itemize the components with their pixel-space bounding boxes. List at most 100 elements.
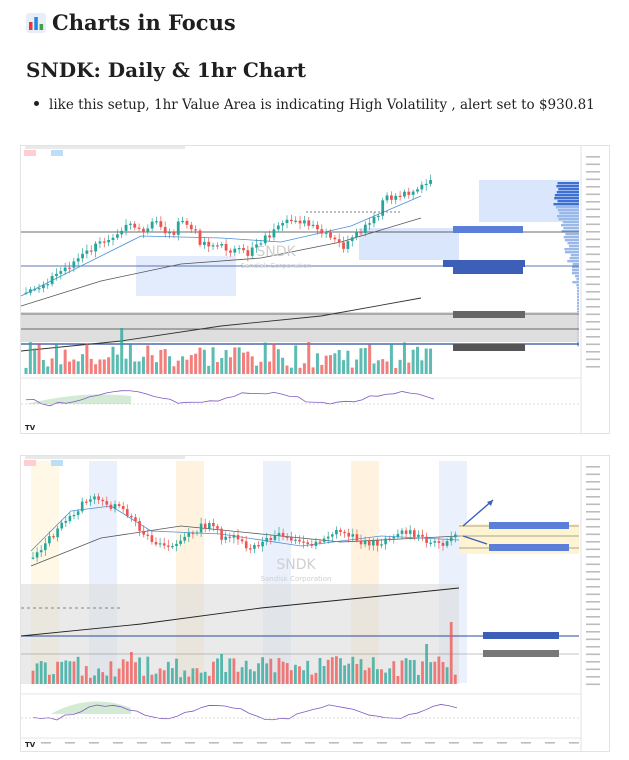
- axis-tick-label: [586, 276, 600, 278]
- time-axis-label: [353, 742, 363, 744]
- candle-body: [232, 535, 236, 538]
- volume-bar: [94, 364, 98, 374]
- volume-bar: [233, 347, 237, 374]
- volume-bar: [232, 658, 236, 684]
- volume-bar: [60, 661, 64, 684]
- volume-bar: [72, 359, 76, 374]
- volume-bar: [367, 667, 371, 684]
- volume-bar: [276, 349, 280, 374]
- candle-body: [342, 242, 345, 249]
- volume-bar: [398, 359, 402, 374]
- watermark-ticker: SNDK: [256, 244, 296, 260]
- volume-bar: [64, 660, 68, 684]
- daily-chart-screenshot[interactable]: SNDK Sandisk Corporation TV: [20, 145, 610, 434]
- volume-bar: [89, 677, 92, 684]
- volume-bar: [195, 668, 199, 684]
- volume-bar: [281, 357, 285, 374]
- volume-bar: [220, 654, 223, 684]
- candle-body: [208, 522, 211, 529]
- volume-bar: [359, 348, 363, 374]
- volume-bar: [324, 355, 328, 374]
- volume-bar: [421, 661, 424, 684]
- price-candles: [31, 493, 457, 562]
- candle-body: [56, 528, 59, 538]
- volume-bar: [89, 358, 93, 374]
- volume-bar: [59, 364, 63, 374]
- profile-bar: [561, 224, 579, 227]
- profile-bar: [562, 221, 579, 224]
- candle-body: [59, 271, 63, 274]
- candle-body: [89, 499, 92, 502]
- candle-body: [64, 520, 68, 523]
- profile-bar: [577, 296, 579, 299]
- profile-bar: [577, 344, 579, 347]
- candle-body: [199, 523, 203, 533]
- candle-body: [93, 496, 96, 500]
- profile-bar: [569, 257, 579, 260]
- candle-body: [289, 219, 293, 222]
- value-area-mid: [359, 228, 459, 260]
- volume-bar: [28, 342, 32, 374]
- candle-body: [368, 223, 372, 225]
- candle-body: [253, 544, 256, 549]
- volume-bar: [330, 657, 334, 684]
- candle-body: [76, 511, 80, 516]
- axis-tick-label: [586, 616, 600, 618]
- candle-body: [318, 541, 322, 543]
- axis-tick-label: [586, 343, 600, 346]
- volume-bar: [381, 359, 385, 374]
- candle-body: [255, 244, 258, 248]
- profile-bar: [577, 305, 579, 308]
- candle-body: [329, 232, 332, 238]
- volume-bar: [371, 657, 375, 684]
- volume-bar: [141, 356, 145, 374]
- candle-body: [146, 534, 150, 536]
- volume-bar: [307, 342, 311, 374]
- volume-bar: [159, 349, 163, 374]
- volume-bar: [368, 344, 372, 374]
- section-heading-text: Charts in Focus: [52, 10, 236, 35]
- time-axis-label: [425, 742, 435, 744]
- profile-bar: [567, 242, 579, 245]
- candle-body: [60, 522, 63, 529]
- profile-bar: [564, 239, 579, 242]
- volume-bar: [335, 656, 338, 684]
- candle-body: [408, 530, 412, 534]
- candle-body: [249, 548, 252, 550]
- ma-50: [20, 217, 422, 307]
- profile-bar: [557, 215, 579, 218]
- axis-tick-label: [586, 563, 600, 566]
- profile-bar: [554, 197, 579, 200]
- volume-bar: [120, 328, 124, 374]
- axis-tick-label: [586, 366, 600, 368]
- profile-bar: [565, 233, 579, 236]
- candle-body: [257, 544, 260, 547]
- candle-body: [126, 509, 129, 516]
- volume-bar: [113, 676, 117, 684]
- candle-body: [394, 195, 398, 200]
- candle-body: [130, 515, 133, 518]
- candle-body: [121, 506, 125, 510]
- level-tag: [453, 226, 523, 233]
- candle-body: [359, 540, 363, 545]
- volume-bar: [347, 663, 351, 684]
- hourly-chart-screenshot[interactable]: SNDK Sandisk Corporation TV: [20, 455, 610, 752]
- volume-bar: [261, 657, 264, 684]
- volume-bar: [298, 666, 301, 684]
- candle-body: [207, 241, 211, 247]
- candle-body: [281, 532, 285, 537]
- volume-bars: [24, 328, 433, 374]
- volume-profile: [553, 182, 579, 347]
- candle-body: [337, 239, 341, 243]
- volume-bar: [253, 671, 256, 684]
- candle-body: [220, 244, 224, 246]
- volume-bar: [84, 666, 88, 684]
- axis-tick-label: [586, 683, 600, 686]
- axis-tick-label: [586, 261, 600, 263]
- axis-tick-label: [586, 358, 600, 361]
- candle-body: [276, 225, 280, 230]
- candle-body: [306, 542, 309, 545]
- profile-bar: [576, 278, 579, 281]
- level-tag: [483, 632, 559, 639]
- volume-bar: [76, 656, 80, 684]
